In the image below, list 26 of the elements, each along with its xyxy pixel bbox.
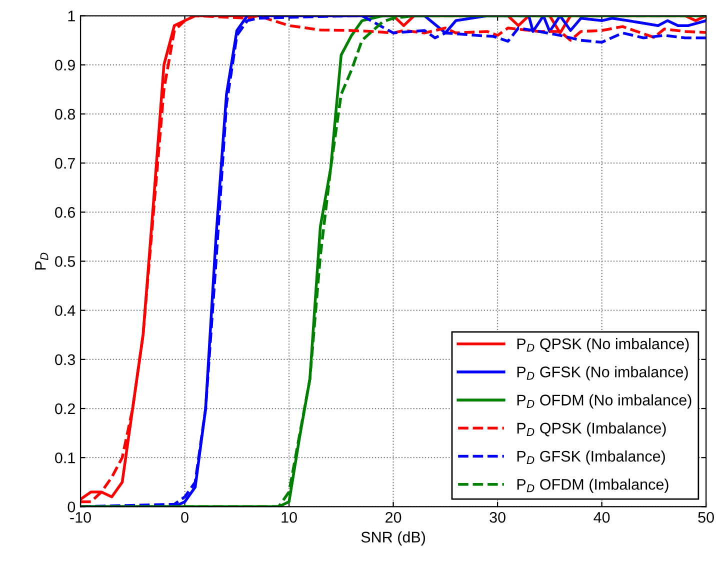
legend-label: P$_{D}$ OFDM (No imbalance) <box>517 394 692 408</box>
y-tick-label: 0.8 <box>55 108 76 120</box>
x-axis-title: SNR (dB) <box>361 531 426 546</box>
y-tick-label: 0 <box>68 502 76 512</box>
legend-label: P$_{D}$ OFDM (Imbalance) <box>517 478 668 493</box>
y-tick-label: 0.5 <box>55 256 76 267</box>
x-tick-label: 50 <box>698 512 714 523</box>
x-tick-label: -10 <box>70 512 91 523</box>
x-tick-label: 40 <box>594 512 610 523</box>
y-tick-label: 0.9 <box>55 60 75 71</box>
y-axis-title: P$_{D}$ <box>35 252 48 270</box>
legend-label: P$_{D}$ QPSK (No imbalance) <box>517 338 689 352</box>
y-tick-label: 0.7 <box>55 158 75 169</box>
y-tick-label: 0.6 <box>55 207 75 218</box>
y-tick-label: 0.4 <box>55 305 76 316</box>
legend-label: P$_{D}$ QPSK (Imbalance) <box>517 422 666 437</box>
x-tick-label: 10 <box>282 512 297 523</box>
y-tick-label: 0.3 <box>55 354 75 366</box>
y-tick-label: 1 <box>68 10 75 22</box>
y-tick-label: 0.2 <box>55 403 75 414</box>
x-tick-label: 30 <box>490 512 506 523</box>
legend-label: P$_{D}$ GFSK (No imbalance) <box>517 366 688 380</box>
y-tick-label: 0.1 <box>55 452 75 464</box>
legend-label: P$_{D}$ GFSK (Imbalance) <box>517 450 665 465</box>
x-tick-label: 0 <box>181 512 188 523</box>
x-tick-label: 20 <box>386 512 402 523</box>
